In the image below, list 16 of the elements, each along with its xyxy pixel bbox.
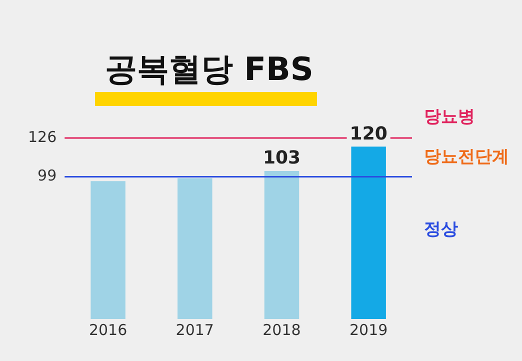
- bar: [264, 171, 300, 319]
- ref-line-label: 당뇨병: [424, 106, 475, 127]
- x-tick-label: 2018: [262, 320, 301, 339]
- x-tick-label: 2019: [349, 320, 388, 339]
- bar: [351, 146, 386, 319]
- text: 당뇨전단계: [424, 146, 509, 167]
- x-tick-label: 2016: [88, 320, 128, 339]
- data-label: 120: [350, 123, 388, 144]
- y-tick-label: 99: [38, 166, 57, 185]
- chart-title: 공복혈당 FBS: [105, 49, 314, 90]
- data-label: 103: [262, 148, 301, 169]
- y-tick-label: 126: [28, 128, 57, 146]
- x-tick-label: 2017: [176, 320, 214, 339]
- bar: [178, 178, 212, 319]
- bar: [90, 181, 126, 319]
- ref-line-label: 정상: [424, 220, 458, 240]
